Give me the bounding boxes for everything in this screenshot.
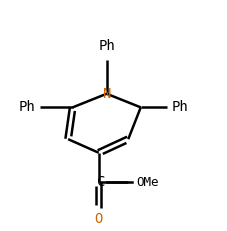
Text: Ph: Ph bbox=[18, 100, 35, 114]
Text: Ph: Ph bbox=[171, 100, 188, 114]
Text: O: O bbox=[95, 213, 103, 226]
Text: C: C bbox=[97, 175, 105, 189]
Text: Ph: Ph bbox=[98, 39, 115, 53]
Text: N: N bbox=[103, 87, 111, 101]
Text: OMe: OMe bbox=[136, 176, 159, 189]
